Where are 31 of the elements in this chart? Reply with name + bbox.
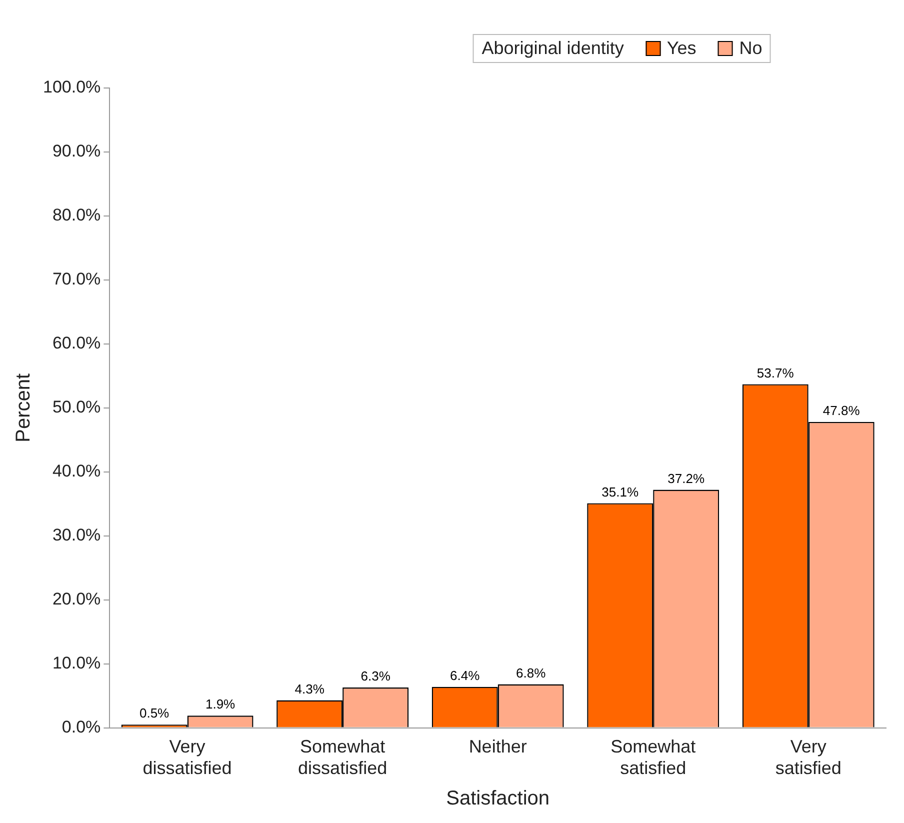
y-tick-label: 10.0% bbox=[52, 654, 101, 673]
y-tick-label: 70.0% bbox=[52, 270, 101, 289]
data-label: 1.9% bbox=[205, 696, 236, 712]
y-tick-label: 40.0% bbox=[52, 462, 101, 481]
x-tick-label: Somewhat satisfied bbox=[610, 736, 696, 778]
data-label: 37.2% bbox=[668, 470, 705, 486]
data-label: 0.5% bbox=[139, 706, 170, 721]
y-tick-label: 30.0% bbox=[52, 526, 101, 545]
legend-title: Aboriginal identity bbox=[482, 38, 624, 59]
legend-label: Yes bbox=[666, 38, 696, 59]
data-label: 53.7% bbox=[756, 365, 794, 380]
data-label: 35.1% bbox=[602, 484, 639, 500]
y-tick-label: 100.0% bbox=[42, 78, 101, 97]
data-label: 4.3% bbox=[294, 681, 325, 696]
y-tick-label: 90.0% bbox=[52, 142, 101, 161]
y-tick-label: 50.0% bbox=[52, 398, 101, 417]
y-tick-label: 60.0% bbox=[52, 334, 101, 353]
y-tick-label: 0.0% bbox=[62, 717, 101, 736]
y-tick-label: 20.0% bbox=[52, 590, 101, 609]
data-label: 6.3% bbox=[360, 668, 391, 684]
y-axis-title: Percent bbox=[12, 373, 35, 442]
legend-label: No bbox=[739, 38, 762, 59]
data-label: 6.4% bbox=[450, 668, 480, 683]
data-label: 47.8% bbox=[822, 403, 860, 418]
x-axis-title: Satisfaction bbox=[446, 788, 550, 810]
x-tick-label: Somewhat dissatisfied bbox=[298, 736, 388, 778]
data-label: 6.8% bbox=[516, 665, 546, 680]
x-tick-label: Very satisfied bbox=[775, 736, 842, 778]
x-tick-label: Neither bbox=[468, 736, 527, 757]
y-tick-label: 80.0% bbox=[52, 206, 101, 225]
x-tick-label: Very dissatisfied bbox=[142, 736, 232, 778]
